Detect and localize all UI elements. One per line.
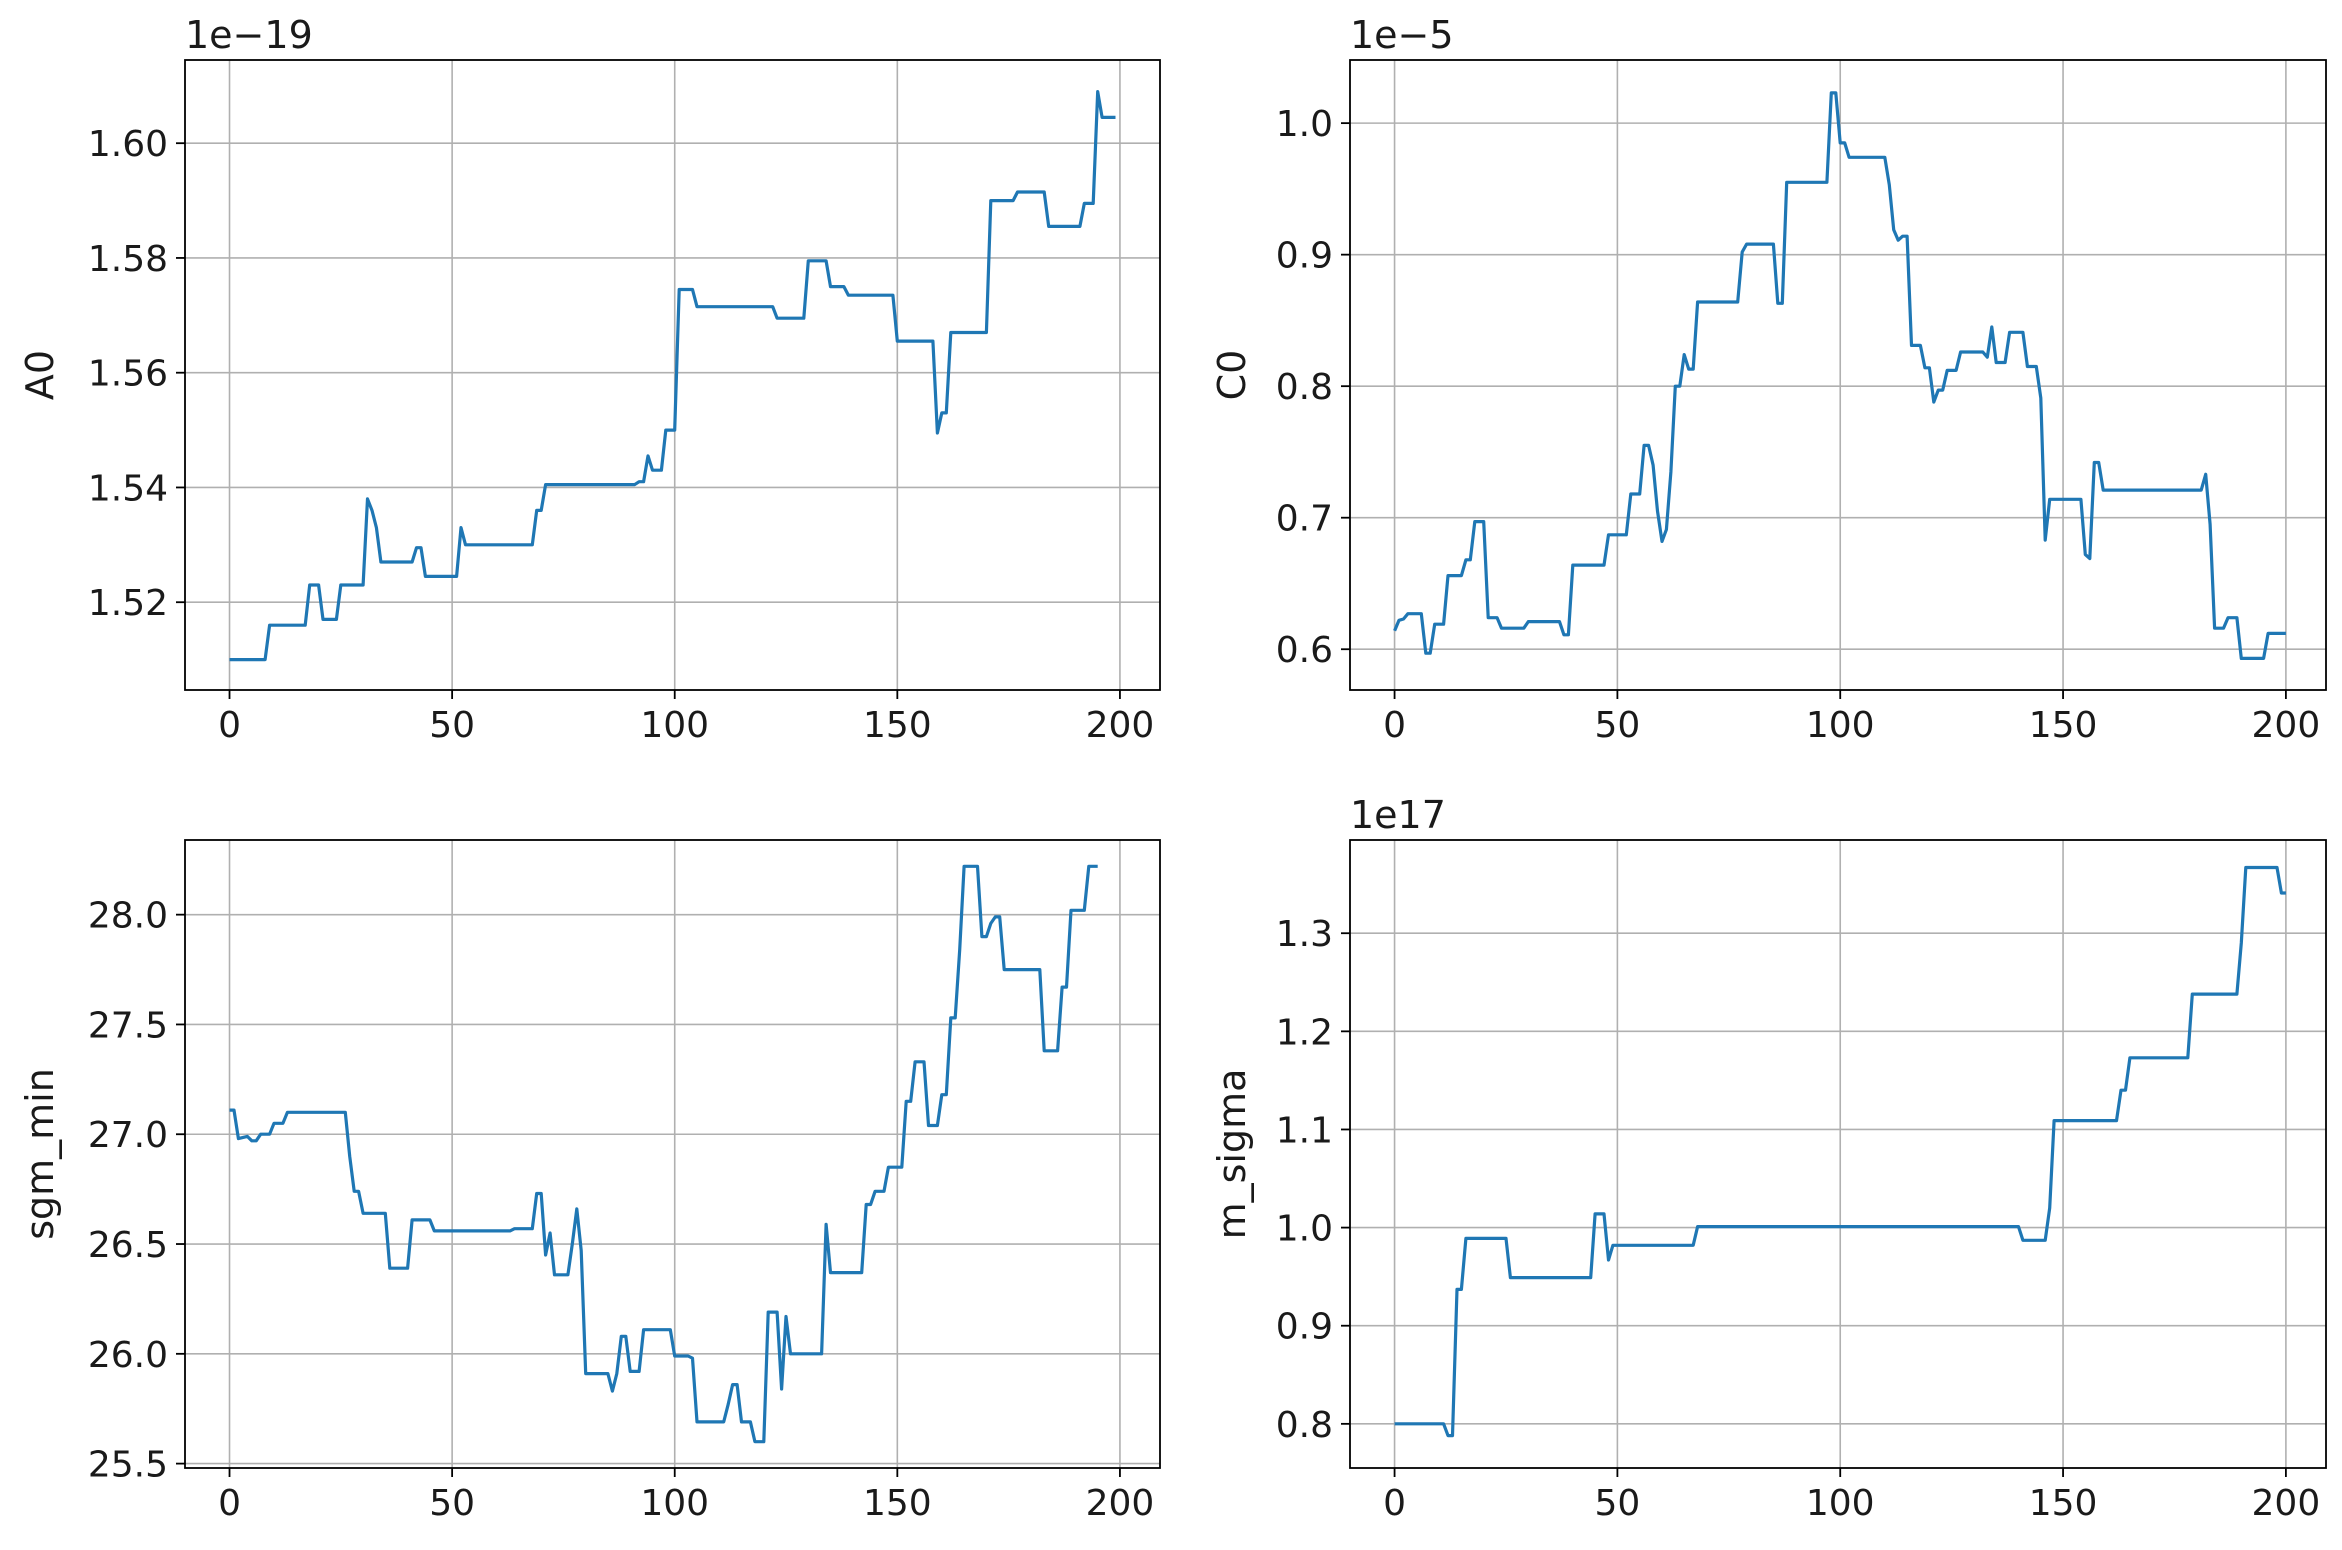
x-tick-label: 50 — [1594, 705, 1640, 746]
y-tick-label: 0.9 — [1276, 1307, 1333, 1348]
y-tick-label: 0.7 — [1276, 499, 1333, 540]
x-tick-label: 100 — [1806, 705, 1875, 746]
y-tick-label: 0.8 — [1276, 1405, 1333, 1446]
x-tick-label: 200 — [2252, 1483, 2321, 1524]
x-tick-label: 50 — [429, 1483, 475, 1524]
chart-panel-c0: 0 50 100 150 200 0.6 0.7 0.8 0.9 1.0 C0 1e−5 — [1210, 13, 2327, 746]
y-tick-label: 27.0 — [88, 1115, 168, 1156]
x-tick-label: 0 — [218, 705, 241, 746]
chart-panel-sgm-min: 0 50 100 150 200 25.5 26.0 26.5 27.0 27.5 28.0 sgm_… — [18, 839, 1161, 1524]
axis-offset-label: 1e−5 — [1350, 13, 1454, 57]
x-tick-label: 150 — [2029, 705, 2098, 746]
series-line — [1393, 91, 2286, 660]
axes-frame — [1349, 59, 2327, 691]
y-tick-label: 26.0 — [88, 1335, 168, 1376]
x-tick-label: 200 — [1086, 1483, 1155, 1524]
axes-frame — [184, 59, 1161, 691]
y-tick-label: 1.60 — [88, 124, 168, 165]
y-tick-label: 28.0 — [88, 896, 168, 937]
y-tick-label: 0.6 — [1276, 630, 1333, 671]
series-line — [229, 90, 1116, 662]
x-tick-label: 100 — [640, 705, 709, 746]
y-axis-label: m_sigma — [1210, 1069, 1254, 1240]
y-tick-label: 1.0 — [1276, 104, 1333, 145]
axis-offset-label: 1e17 — [1350, 793, 1446, 837]
x-tick-label: 150 — [863, 1483, 932, 1524]
y-tick-label: 1.3 — [1276, 914, 1333, 955]
axes-frame — [184, 839, 1161, 1469]
x-tick-label: 0 — [1383, 1483, 1406, 1524]
x-tick-label: 200 — [2252, 705, 2321, 746]
series-line — [1394, 865, 2286, 1438]
series-line — [229, 864, 1098, 1444]
y-tick-label: 1.54 — [88, 468, 168, 509]
x-tick-label: 100 — [1806, 1483, 1875, 1524]
y-tick-label: 27.5 — [88, 1005, 168, 1046]
x-tick-label: 100 — [640, 1483, 709, 1524]
chart-panel-m-sigma: 0 50 100 150 200 0.8 0.9 1.0 1.1 1.2 1.3 m_sigma 1e1… — [1210, 793, 2327, 1524]
y-tick-label: 1.2 — [1276, 1012, 1333, 1053]
x-tick-label: 150 — [863, 705, 932, 746]
y-tick-label: 1.1 — [1276, 1110, 1333, 1151]
x-tick-label: 200 — [1086, 705, 1155, 746]
x-tick-label: 50 — [429, 705, 475, 746]
y-tick-label: 1.56 — [88, 354, 168, 395]
y-axis-label: sgm_min — [18, 1068, 62, 1240]
x-tick-label: 50 — [1594, 1483, 1640, 1524]
y-axis-label: C0 — [1210, 350, 1254, 401]
x-tick-label: 0 — [218, 1483, 241, 1524]
y-tick-label: 1.0 — [1276, 1209, 1333, 1250]
x-tick-label: 150 — [2029, 1483, 2098, 1524]
y-tick-label: 0.8 — [1276, 367, 1333, 408]
y-tick-label: 25.5 — [88, 1445, 168, 1486]
chart-panel-a0: 0 50 100 150 200 1.52 1.54 1.56 1.58 1.60 A0 1e−19 — [18, 13, 1161, 746]
axes-frame — [1349, 839, 2327, 1469]
y-tick-label: 0.9 — [1276, 236, 1333, 277]
x-tick-label: 0 — [1383, 705, 1406, 746]
y-tick-label: 1.52 — [88, 583, 168, 624]
y-tick-label: 26.5 — [88, 1225, 168, 1266]
y-axis-label: A0 — [18, 350, 62, 400]
axis-offset-label: 1e−19 — [185, 13, 313, 57]
y-tick-label: 1.58 — [88, 239, 168, 280]
